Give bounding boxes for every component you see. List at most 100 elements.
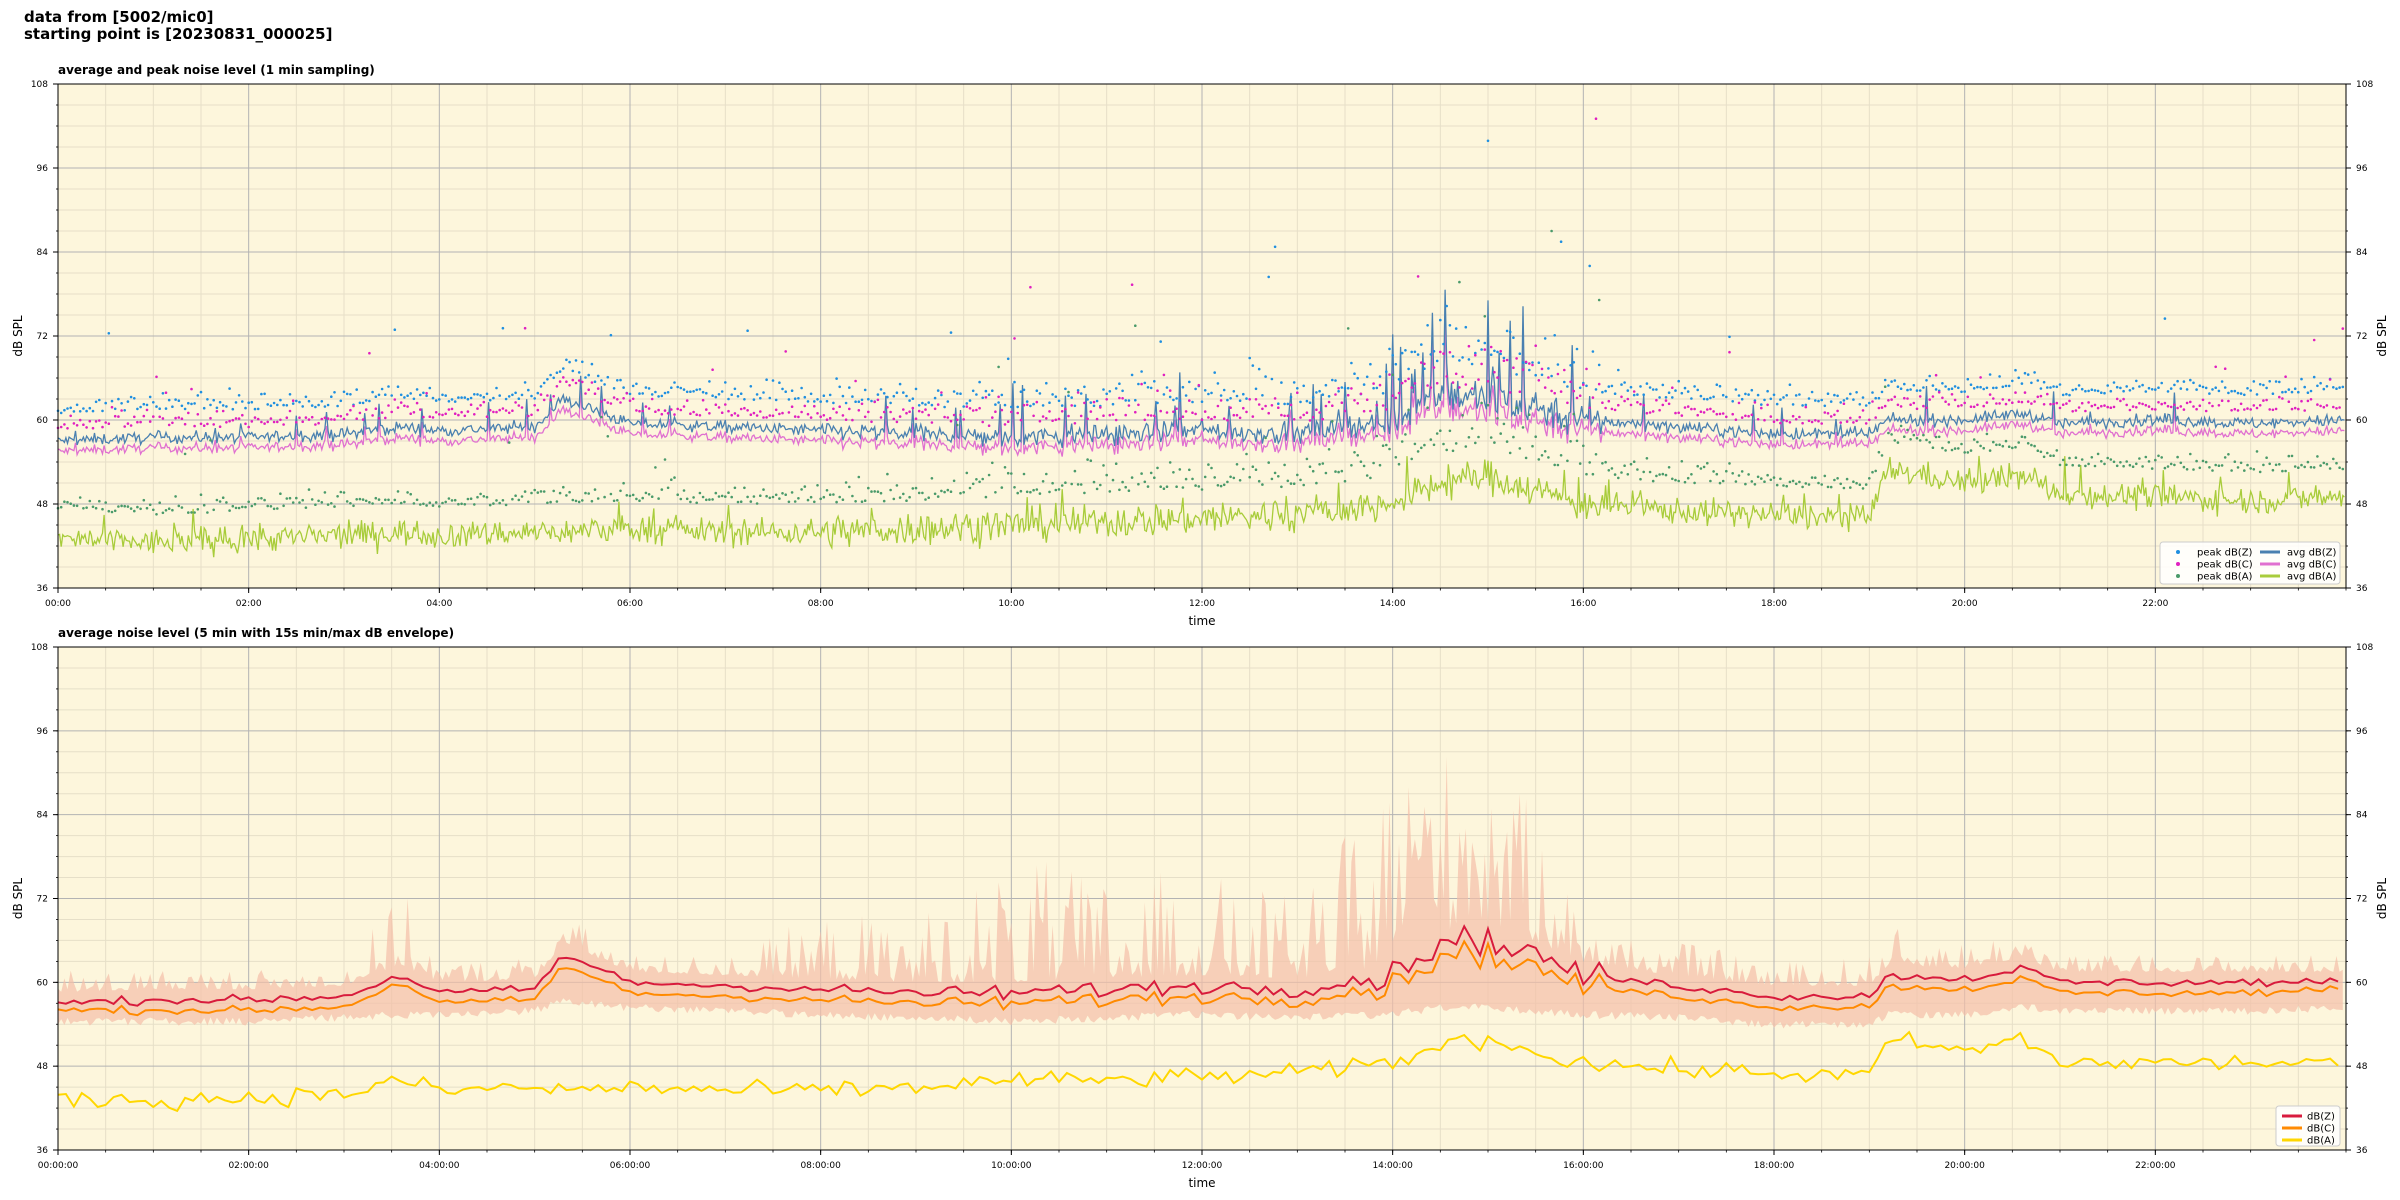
peak-point: [228, 509, 231, 512]
peak-point: [479, 404, 482, 407]
peak-point: [523, 381, 527, 384]
peak-point: [361, 418, 365, 421]
peak-point: [1143, 480, 1147, 484]
peak-point: [1671, 396, 1674, 399]
peak-point: [1950, 448, 1954, 452]
peak-point: [835, 377, 838, 380]
peak-point: [2109, 406, 2113, 410]
peak-point: [1321, 462, 1325, 465]
peak-point: [1782, 396, 1785, 399]
peak-point: [902, 391, 905, 394]
peak-point: [1372, 386, 1375, 390]
peak-point: [218, 425, 222, 429]
peak-point: [558, 491, 562, 495]
peak-point: [1814, 399, 1817, 402]
peak-point: [1543, 337, 1547, 340]
peak-point: [1798, 415, 1801, 419]
peak-point: [2087, 401, 2090, 404]
peak-point: [546, 501, 549, 505]
peak-point: [2090, 404, 2094, 408]
peak-point: [1178, 399, 1182, 402]
peak-point: [2258, 383, 2262, 386]
peak-point: [2274, 380, 2278, 383]
peak-point: [1165, 411, 1169, 414]
peak-point: [355, 417, 359, 421]
peak-point: [542, 398, 546, 402]
peak-point: [1747, 414, 1750, 418]
peak-point: [1346, 393, 1350, 397]
peak-point: [1760, 406, 1763, 410]
peak-point: [403, 500, 406, 504]
peak-point: [606, 401, 610, 404]
peak-point: [2195, 407, 2198, 411]
peak-point: [2080, 387, 2084, 391]
peak-point: [530, 491, 533, 495]
peak-point: [1623, 464, 1626, 468]
peak-point: [1664, 473, 1668, 477]
peak-point: [1607, 385, 1611, 388]
peak-point: [1976, 440, 1979, 444]
peak-point: [1893, 439, 1897, 442]
peak-point: [148, 420, 152, 423]
peak-point: [1829, 415, 1833, 418]
peak-point: [2236, 391, 2240, 395]
peak-point: [921, 491, 924, 495]
peak-point: [647, 387, 651, 390]
peak-point: [1156, 389, 1159, 393]
peak-point: [1725, 469, 1728, 473]
peak-point: [167, 398, 171, 402]
peak-point: [1121, 480, 1124, 484]
peak-point: [511, 409, 514, 413]
peak-point: [171, 508, 174, 512]
peak-point: [1702, 465, 1706, 469]
peak-point: [765, 378, 768, 382]
peak-point: [1906, 388, 1909, 392]
peak-point: [368, 351, 371, 355]
peak-point: [873, 490, 876, 493]
peak-point: [2284, 390, 2287, 394]
peak-point: [1645, 411, 1649, 415]
peak-point: [336, 495, 339, 498]
peak-point: [689, 412, 692, 416]
peak-point: [190, 402, 193, 406]
peak-point: [2100, 391, 2103, 395]
peak-point: [1016, 491, 1019, 495]
peak-point: [1750, 480, 1754, 483]
peak-point: [1578, 462, 1582, 465]
peak-point: [374, 496, 378, 500]
peak-point: [2144, 390, 2148, 393]
peak-point: [511, 497, 514, 501]
peak-point: [241, 413, 244, 417]
peak-point: [2033, 444, 2036, 448]
peak-point: [438, 398, 441, 401]
peak-point: [867, 397, 870, 401]
peak-point: [1855, 391, 1858, 394]
peak-point: [2049, 386, 2052, 389]
peak-point: [1137, 403, 1140, 407]
peak-point: [2227, 453, 2230, 456]
peak-point: [917, 404, 921, 407]
peak-point: [705, 391, 708, 395]
peak-point: [650, 393, 654, 396]
peak-point: [2249, 389, 2252, 392]
peak-point: [914, 387, 918, 391]
peak-point: [2141, 465, 2144, 468]
peak-point: [1356, 402, 1359, 405]
peak-point: [1480, 362, 1483, 366]
peak-point: [1915, 436, 1919, 440]
peak-point: [571, 369, 575, 373]
peak-point: [1381, 444, 1385, 448]
peak-point: [82, 407, 85, 410]
peak-point: [276, 420, 279, 424]
peak-point: [507, 441, 511, 444]
peak-point: [142, 402, 146, 406]
peak-point: [571, 378, 575, 382]
peak-point: [1613, 473, 1617, 476]
peak-point: [2281, 390, 2284, 394]
envelope-band: [58, 756, 2343, 1029]
y-tick-label-right: 36: [2356, 1146, 2368, 1156]
peak-point: [352, 404, 355, 408]
peak-point: [291, 501, 295, 504]
avg-dba-line: [57, 455, 2345, 558]
peak-point: [1070, 404, 1073, 407]
